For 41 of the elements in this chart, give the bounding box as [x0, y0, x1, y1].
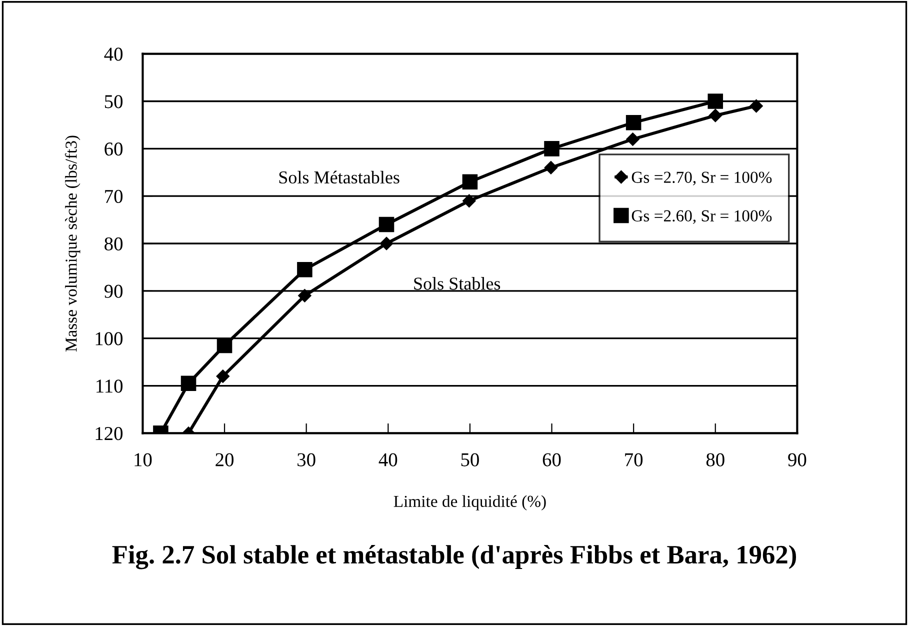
x-tick-label: 80	[706, 453, 724, 466]
point	[180, 376, 196, 392]
y-tick-label: 120	[96, 427, 123, 440]
legend-label: Gs =2.70, Sr = 100%	[632, 172, 772, 186]
point	[750, 99, 763, 113]
point	[216, 338, 232, 354]
point	[462, 194, 476, 208]
y-tick-label: 40	[104, 48, 123, 61]
x-tick-label: 30	[298, 453, 316, 466]
y-tick-label: 50	[104, 95, 123, 108]
y-axis-title: Masse volumique sèche (lbs/ft3)	[64, 136, 80, 352]
x-axis-title: Limite de liquidité (%)	[394, 495, 546, 510]
x-tick-label: 10	[134, 453, 152, 466]
point	[544, 141, 560, 156]
y-tick-label: 110	[96, 380, 123, 393]
point	[378, 216, 394, 232]
x-tick-label: 60	[542, 453, 561, 466]
point	[462, 174, 478, 190]
x-tick-label: 20	[216, 453, 234, 466]
x-tick-label: 50	[461, 453, 479, 466]
y-tick-label: 60	[104, 142, 123, 156]
point	[380, 236, 394, 250]
point	[544, 161, 558, 174]
point	[708, 94, 724, 109]
y-tick-label: 70	[105, 190, 123, 204]
point	[626, 132, 640, 146]
y-tick-label: 80	[104, 237, 123, 250]
x-tick-label: 70	[625, 453, 643, 466]
point	[626, 114, 642, 130]
point	[708, 108, 722, 122]
x-tick-label: 40	[378, 453, 398, 466]
annotation: Sols Stables	[414, 277, 500, 290]
y-tick-label: 100	[96, 332, 123, 346]
point	[298, 289, 312, 302]
text: Fig. 2.7 Sol stable et métastable (d'après Fibbs et Bara, 1962)	[112, 545, 796, 570]
annotation: Sols Métastables	[279, 170, 400, 184]
legend-label: Gs =2.60, Sr = 100%	[632, 210, 772, 224]
point	[297, 262, 312, 278]
point	[216, 370, 230, 383]
y-tick-label: 90	[104, 284, 123, 298]
x-tick-label: 90	[788, 453, 806, 466]
